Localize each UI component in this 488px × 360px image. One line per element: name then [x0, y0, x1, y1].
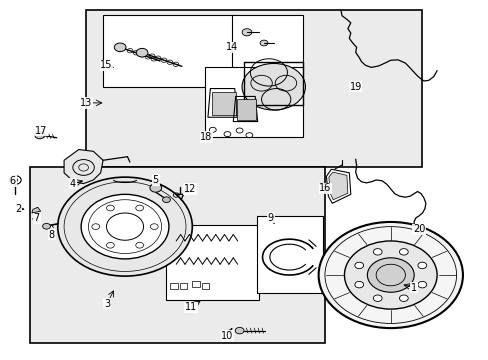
- Text: 9: 9: [267, 213, 273, 222]
- Bar: [179, 283, 187, 289]
- Bar: [256, 216, 322, 293]
- Text: 15: 15: [100, 60, 112, 70]
- Bar: [169, 283, 177, 289]
- Text: 6: 6: [10, 176, 16, 186]
- Polygon shape: [32, 207, 41, 213]
- Text: 19: 19: [349, 82, 361, 92]
- Circle shape: [242, 29, 251, 36]
- Circle shape: [136, 48, 148, 57]
- Circle shape: [114, 43, 126, 51]
- Text: 18: 18: [200, 132, 212, 142]
- Circle shape: [42, 224, 50, 229]
- Text: 1: 1: [410, 283, 416, 293]
- Circle shape: [417, 282, 426, 288]
- Polygon shape: [328, 172, 347, 200]
- Text: 2: 2: [15, 204, 21, 214]
- Circle shape: [372, 249, 381, 255]
- Text: 4: 4: [70, 179, 76, 189]
- Text: 5: 5: [152, 175, 159, 185]
- Text: 7: 7: [34, 213, 40, 223]
- Circle shape: [354, 282, 363, 288]
- Circle shape: [81, 194, 168, 259]
- Bar: [211, 92, 235, 116]
- Text: 11: 11: [184, 302, 197, 312]
- Text: 12: 12: [183, 184, 196, 194]
- Circle shape: [260, 40, 267, 46]
- Circle shape: [106, 242, 114, 248]
- Circle shape: [92, 224, 100, 229]
- Circle shape: [417, 262, 426, 269]
- Circle shape: [150, 184, 161, 192]
- Text: 13: 13: [80, 98, 92, 108]
- Text: 14: 14: [226, 42, 238, 52]
- Circle shape: [344, 241, 436, 309]
- Circle shape: [136, 242, 143, 248]
- Circle shape: [399, 295, 407, 301]
- Text: 17: 17: [35, 126, 47, 135]
- Circle shape: [58, 177, 192, 276]
- Circle shape: [399, 249, 407, 255]
- Bar: [232, 15, 303, 69]
- Circle shape: [235, 327, 244, 334]
- Bar: [30, 167, 325, 343]
- Circle shape: [242, 63, 305, 110]
- Bar: [236, 99, 256, 120]
- Bar: [205, 67, 303, 137]
- Bar: [166, 225, 259, 300]
- Circle shape: [150, 224, 158, 229]
- Text: 8: 8: [49, 230, 55, 239]
- Circle shape: [318, 222, 462, 328]
- Text: 20: 20: [412, 225, 425, 234]
- Circle shape: [136, 205, 143, 211]
- Circle shape: [106, 205, 114, 211]
- Bar: [191, 281, 199, 287]
- Text: 3: 3: [104, 299, 110, 309]
- Bar: [86, 10, 422, 167]
- Bar: [201, 283, 209, 289]
- Circle shape: [354, 262, 363, 269]
- Text: 16: 16: [319, 183, 331, 193]
- Polygon shape: [326, 169, 350, 203]
- Circle shape: [372, 295, 381, 301]
- Polygon shape: [64, 149, 103, 184]
- Circle shape: [162, 197, 170, 203]
- Bar: [103, 15, 234, 87]
- Text: 10: 10: [221, 331, 233, 341]
- Circle shape: [35, 132, 44, 139]
- Circle shape: [366, 258, 413, 292]
